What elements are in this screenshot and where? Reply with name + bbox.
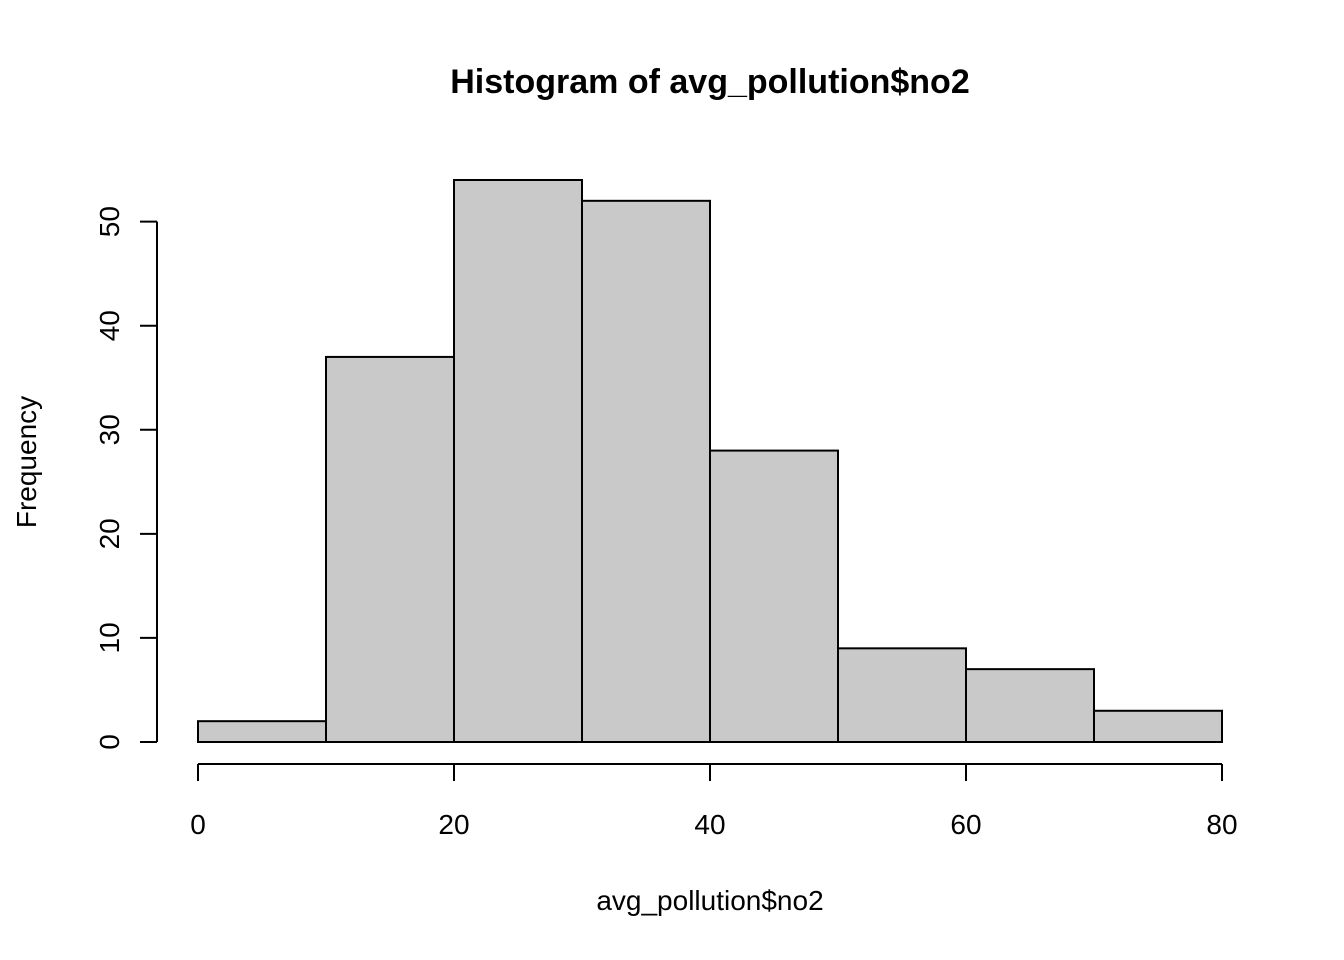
x-tick-label-20: 20: [438, 809, 469, 840]
x-tick-label-40: 40: [694, 809, 725, 840]
y-tick-label-10: 10: [94, 622, 125, 653]
y-tick-label-20: 20: [94, 518, 125, 549]
bars-group: [197, 179, 1223, 743]
histogram-bar-40-50: [709, 449, 839, 743]
y-tick-label-30: 30: [94, 414, 125, 445]
histogram-bar-70-80: [1093, 709, 1223, 743]
y-tick-label-0: 0: [94, 734, 125, 750]
y-tick-label-50: 50: [94, 206, 125, 237]
x-tick-label-0: 0: [190, 809, 206, 840]
histogram-bar-20-30: [453, 179, 583, 743]
histogram-bar-60-70: [965, 668, 1095, 743]
x-tick-label-60: 60: [950, 809, 981, 840]
x-tick-label-80: 80: [1206, 809, 1237, 840]
x-axis: 0 20 40 60 80: [190, 763, 1238, 840]
histogram-bar-30-40: [581, 199, 711, 743]
x-axis-label: avg_pollution$no2: [596, 885, 823, 916]
histogram-bar-10-20: [325, 355, 455, 743]
y-axis: 0 10 20 30 40 50: [94, 206, 158, 750]
histogram-bar-0-10: [197, 720, 327, 743]
chart-title: Histogram of avg_pollution$no2: [450, 63, 969, 101]
y-tick-label-40: 40: [94, 310, 125, 341]
y-axis-label: Frequency: [11, 396, 42, 528]
histogram-bar-50-60: [837, 647, 967, 743]
